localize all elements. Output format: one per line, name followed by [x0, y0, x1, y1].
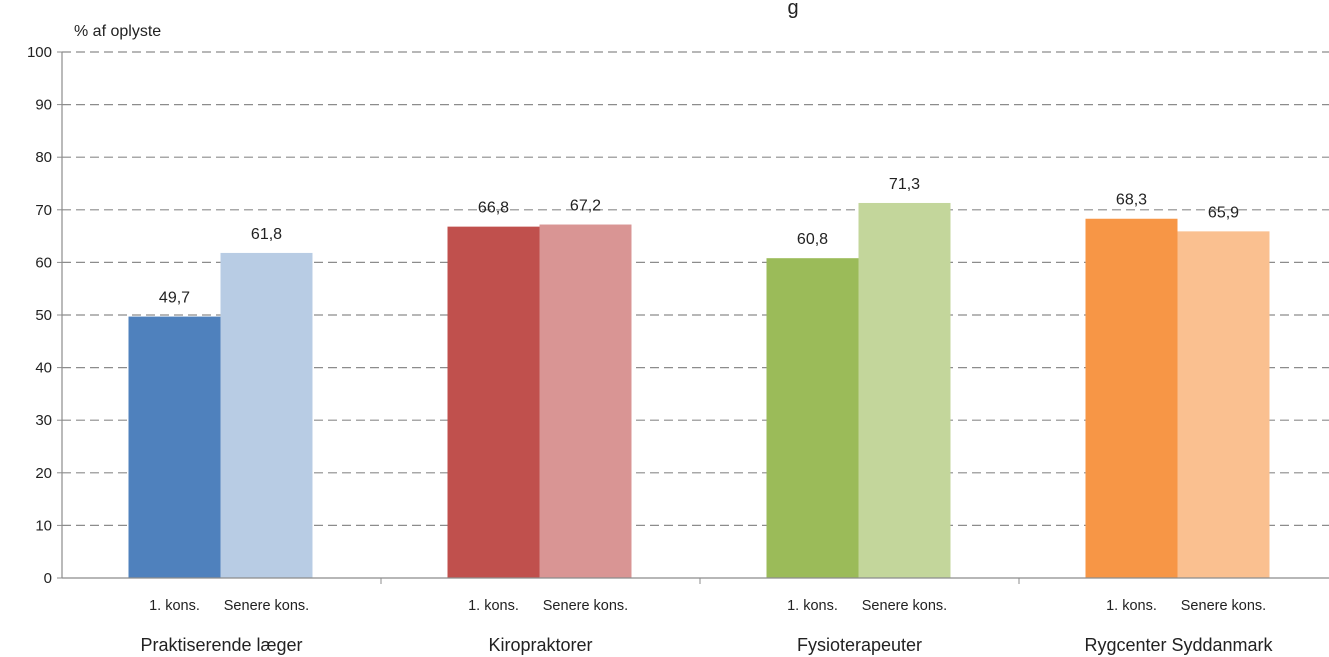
y-tick-label: 20: [35, 465, 52, 482]
y-tick-label: 70: [35, 202, 52, 219]
x-sub-label: Senere kons.: [862, 598, 947, 614]
axes: [57, 51, 1329, 584]
bar: [220, 252, 313, 578]
data-label: 68,3: [1116, 192, 1147, 209]
y-tick-label: 40: [35, 360, 52, 377]
x-sub-label: Senere kons.: [543, 598, 628, 614]
x-group-label: Praktiserende læger: [140, 635, 302, 655]
data-label: 49,7: [159, 290, 190, 307]
data-label: 60,8: [797, 231, 828, 248]
x-sub-label: 1. kons.: [787, 598, 838, 614]
data-label: 71,3: [889, 176, 920, 193]
data-label: 67,2: [570, 198, 601, 215]
data-label: 61,8: [251, 226, 282, 243]
bars: [128, 202, 1270, 578]
chart-title-fragment: g: [787, 0, 798, 19]
bar: [128, 316, 221, 578]
x-sub-label: 1. kons.: [149, 598, 200, 614]
y-tick-label: 80: [35, 149, 52, 166]
data-label: 65,9: [1208, 204, 1239, 221]
bar: [447, 226, 540, 578]
x-group-label: Fysioterapeuter: [797, 635, 922, 655]
x-sub-label: 1. kons.: [1106, 598, 1157, 614]
x-sub-label: Senere kons.: [224, 598, 309, 614]
bar: [1177, 231, 1270, 578]
bar: [858, 202, 951, 578]
bar: [539, 224, 632, 578]
labels: 0 10 20 30 40 50 60 70 80 90 100 49,7 1. kons. 61,8 Se…: [27, 44, 1274, 655]
y-tick-label: 10: [35, 517, 52, 534]
x-sub-label: 1. kons.: [468, 598, 519, 614]
bar: [1085, 218, 1178, 578]
y-axis-unit-label: % af oplyste: [74, 23, 161, 40]
y-tick-label: 90: [35, 97, 52, 114]
y-tick-label: 50: [35, 307, 52, 324]
x-group-label: Kiropraktorer: [488, 635, 592, 655]
y-tick-label: 100: [27, 44, 52, 61]
y-tick-label: 60: [35, 254, 52, 271]
y-tick-label: 30: [35, 412, 52, 429]
data-label: 66,8: [478, 200, 509, 217]
bar: [766, 258, 859, 578]
x-group-label: Rygcenter Syddanmark: [1084, 635, 1273, 655]
x-sub-label: Senere kons.: [1181, 598, 1266, 614]
y-tick-label: 0: [44, 570, 52, 587]
